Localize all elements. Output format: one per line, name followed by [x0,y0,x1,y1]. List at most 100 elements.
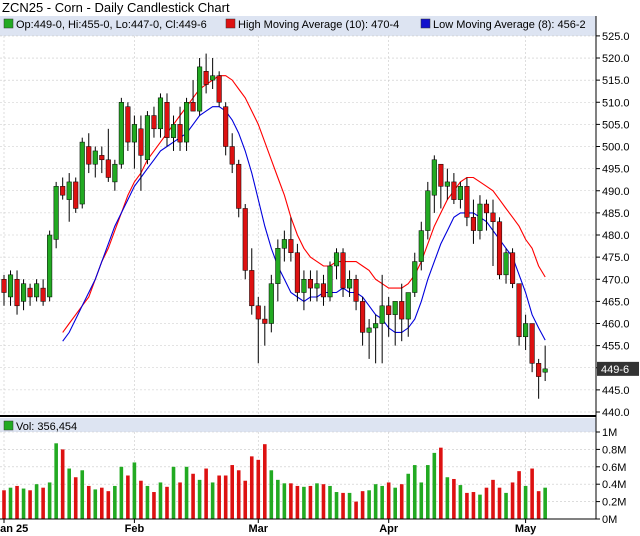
candlestick [307,270,313,302]
candlestick [53,181,59,249]
volume-bar [393,487,397,519]
volume-bar [217,475,221,519]
candlestick [275,239,281,302]
volume-legend-swatch [3,420,14,431]
candle-body [457,186,463,200]
candle-body [190,102,196,112]
candlestick [373,314,379,364]
candlestick [27,283,33,306]
candlestick [1,274,7,306]
candlestick [288,217,294,262]
candle-body [503,252,509,276]
volume-bar [497,487,502,519]
candle-body [197,66,203,112]
candlestick [236,159,242,218]
volume-bar [210,482,215,519]
volume-bar [289,483,293,519]
candle-body [118,102,124,165]
candlestick [86,133,92,174]
candlestick [242,204,248,280]
volume-bar [86,485,91,519]
price-tick-label: 455.0 [602,341,630,353]
volume-bar [171,466,176,519]
low-ma-legend-text: Low Moving Average (8): 456-2 [433,19,586,31]
high-ma-legend-swatch [225,18,236,29]
candle-body [144,115,150,161]
candle-body [438,163,444,187]
volume-bar [113,485,117,519]
candlestick [34,279,40,302]
volume-bar [243,480,248,519]
volume-bar [530,468,534,519]
volume-bar [41,487,45,519]
candle-body [210,75,216,81]
candle-body [60,186,66,196]
candle-body [27,287,33,298]
volume-bar [126,475,130,519]
candlestick [412,252,418,297]
candlestick [366,319,372,359]
candlestick [210,58,216,89]
candle-body [373,323,379,329]
candlestick [399,283,405,342]
candlestick [131,115,137,169]
volume-bar [465,492,469,519]
candlestick [425,181,431,240]
candle-body [21,283,27,302]
volume-bar [412,465,417,519]
ohlc-legend-text: Op:449-0, Hi:455-0, Lo:447-0, Cl:449-6 [16,19,207,31]
x-tick-label: Feb [125,523,145,535]
price-tick-label: 525.0 [602,31,630,43]
candlestick [451,173,457,205]
volume-bar [328,485,332,519]
candlestick [281,230,287,262]
volume-bar [152,492,156,519]
volume-bar [34,484,39,519]
volume-bar [334,492,339,519]
price-tick-label: 465.0 [602,296,630,308]
volume-bar [276,479,280,519]
volume-bar [471,492,476,519]
candle-body [536,363,542,377]
candlestick [262,305,268,346]
candle-body [379,305,385,324]
candle-body [464,186,470,218]
price-legend: Op:449-0, Hi:455-0, Lo:447-0, Cl:449-6 H… [3,18,586,31]
candle-body [262,318,268,324]
volume-bar [406,473,411,519]
candle-body [73,181,79,209]
candlestick [73,177,79,213]
legend-band [0,16,596,36]
volume-tick-label: 0.8M [602,444,626,456]
volume-bar [132,462,137,519]
candlestick [360,296,366,346]
candle-body [86,146,92,165]
candlestick [418,221,424,271]
volume-bar [302,486,306,519]
candle-body [216,75,222,103]
candlestick [294,243,300,302]
candle-body [327,265,333,298]
candlestick [516,283,522,346]
price-tick-label: 495.0 [602,164,630,176]
volume-bar [373,484,378,519]
candle-body [99,155,105,161]
volume-bar [100,487,104,519]
candlestick [431,155,437,213]
volume-bar [536,491,541,519]
volume-bar [47,482,52,519]
candle-body [523,323,529,338]
candle-body [40,287,46,302]
volume-bar [249,456,254,519]
volume-bar [106,491,111,519]
candlestick [99,146,105,174]
candle-body [405,292,411,320]
volume-bar [445,477,450,519]
candlestick [14,270,20,315]
candle-body [14,279,20,307]
candle-body [184,102,190,143]
volume-bar [204,468,208,519]
candle-body [347,279,353,289]
candlestick [144,111,150,165]
volume-bar [197,479,202,519]
